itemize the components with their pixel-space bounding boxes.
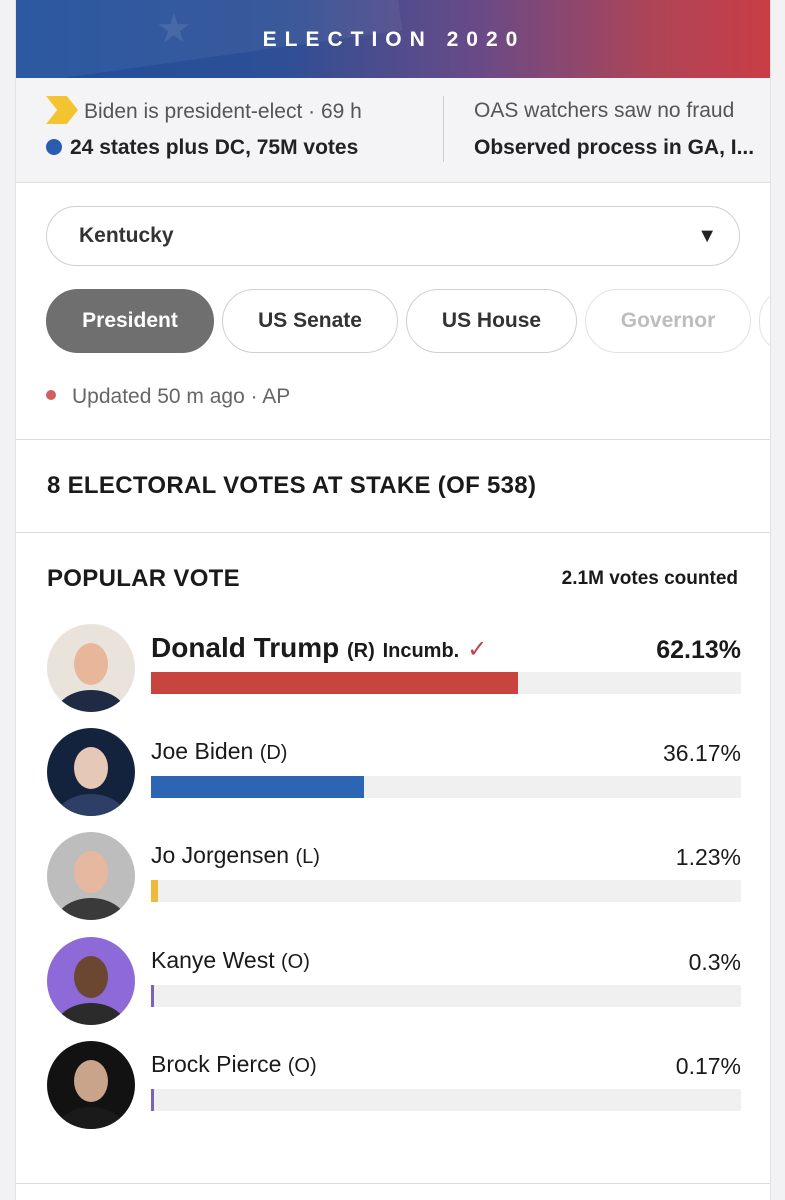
vote-percentage: 1.23% bbox=[675, 844, 741, 870]
chevron-marker-icon bbox=[46, 96, 78, 124]
star-decoration-icon: ★ bbox=[156, 7, 192, 51]
candidate-name-text: Joe Biden bbox=[151, 738, 254, 764]
candidate-row[interactable]: Joe Biden (D) 36.17% bbox=[47, 728, 741, 818]
news-ticker[interactable]: Biden is president-elect · 69 h 24 state… bbox=[16, 78, 770, 183]
ticker-divider bbox=[443, 96, 444, 162]
state-select-value: Kentucky bbox=[79, 224, 174, 247]
banner-title: ELECTION 2020 bbox=[262, 28, 526, 51]
candidate-avatar bbox=[47, 1041, 135, 1129]
tab-us-senate[interactable]: US Senate bbox=[222, 289, 398, 353]
vote-bar-fill bbox=[151, 672, 518, 694]
updated-text: Updated 50 m ago · AP bbox=[72, 385, 291, 408]
ticker-item-oas[interactable]: OAS watchers saw no fraud Observed proce… bbox=[474, 96, 770, 163]
incumbent-label: Incumb. bbox=[382, 640, 460, 662]
updated-status: Updated 50 m ago · AP bbox=[46, 385, 290, 409]
candidate-party: (R) bbox=[347, 640, 375, 662]
candidate-name: Donald Trump (R) Incumb. ✓ bbox=[151, 632, 487, 664]
electoral-votes-heading: 8 ELECTORAL VOTES AT STAKE (OF 538) bbox=[47, 472, 537, 499]
tab-governor[interactable]: Governor bbox=[585, 289, 751, 353]
candidate-avatar bbox=[47, 624, 135, 712]
vote-bar-track bbox=[151, 776, 741, 798]
tab-more[interactable] bbox=[759, 289, 770, 353]
candidate-name: Kanye West (O) bbox=[151, 947, 310, 974]
vote-bar-track bbox=[151, 1089, 741, 1111]
candidate-row[interactable]: Kanye West (O) 0.3% bbox=[47, 937, 741, 1027]
election-banner[interactable]: ★ ELECTION 2020 bbox=[16, 0, 770, 78]
race-tabs: President US Senate US House Governor bbox=[46, 289, 770, 353]
ticker-detail: Observed process in GA, I... bbox=[474, 136, 755, 159]
candidate-avatar bbox=[47, 728, 135, 816]
vote-percentage: 0.3% bbox=[688, 949, 741, 975]
vote-bar-fill bbox=[151, 1089, 154, 1111]
candidate-party: (D) bbox=[259, 742, 288, 764]
ticker-headline: OAS watchers saw no fraud bbox=[474, 99, 735, 122]
ticker-headline: Biden is president-elect · 69 h bbox=[84, 100, 362, 123]
candidate-name: Joe Biden (D) bbox=[151, 738, 287, 765]
blue-dot-icon bbox=[46, 139, 62, 155]
ticker-item-president-elect[interactable]: Biden is president-elect · 69 h 24 state… bbox=[46, 96, 426, 163]
vote-bar-fill bbox=[151, 880, 159, 902]
divider bbox=[16, 532, 770, 533]
vote-bar-fill bbox=[151, 985, 154, 1007]
tab-president[interactable]: President bbox=[46, 289, 214, 353]
vote-percentage: 62.13% bbox=[656, 636, 741, 664]
live-dot-icon bbox=[46, 390, 56, 400]
candidate-name-text: Kanye West bbox=[151, 947, 275, 973]
vote-bar-track bbox=[151, 985, 741, 1007]
candidate-party: (L) bbox=[295, 846, 320, 868]
candidate-name-text: Brock Pierce bbox=[151, 1051, 282, 1077]
divider bbox=[16, 1183, 770, 1184]
divider bbox=[16, 439, 770, 440]
state-select[interactable]: Kentucky ▼ bbox=[46, 206, 740, 266]
candidate-party: (O) bbox=[280, 951, 310, 973]
candidate-party: (O) bbox=[287, 1055, 317, 1077]
tab-us-house[interactable]: US House bbox=[406, 289, 577, 353]
vote-percentage: 36.17% bbox=[662, 740, 741, 766]
candidate-avatar bbox=[47, 937, 135, 1025]
candidate-row[interactable]: Brock Pierce (O) 0.17% bbox=[47, 1041, 741, 1131]
popular-vote-title: POPULAR VOTE bbox=[47, 565, 240, 592]
candidate-name: Jo Jorgensen (L) bbox=[151, 842, 320, 869]
candidate-avatar bbox=[47, 832, 135, 920]
caret-down-icon: ▼ bbox=[697, 225, 717, 247]
vote-percentage: 0.17% bbox=[675, 1053, 741, 1079]
candidate-name: Brock Pierce (O) bbox=[151, 1051, 317, 1078]
vote-bar-track bbox=[151, 672, 741, 694]
candidate-row[interactable]: Donald Trump (R) Incumb. ✓ 62.13% bbox=[47, 624, 741, 714]
candidate-name-text: Donald Trump bbox=[151, 632, 340, 663]
winner-check-icon: ✓ bbox=[467, 636, 488, 663]
ticker-detail: 24 states plus DC, 75M votes bbox=[70, 136, 359, 159]
votes-counted: 2.1M votes counted bbox=[561, 568, 738, 589]
candidate-row[interactable]: Jo Jorgensen (L) 1.23% bbox=[47, 832, 741, 922]
vote-bar-fill bbox=[151, 776, 365, 798]
vote-bar-track bbox=[151, 880, 741, 902]
candidate-name-text: Jo Jorgensen bbox=[151, 842, 290, 868]
results-card: ★ ELECTION 2020 Biden is president-elect… bbox=[15, 0, 771, 1200]
